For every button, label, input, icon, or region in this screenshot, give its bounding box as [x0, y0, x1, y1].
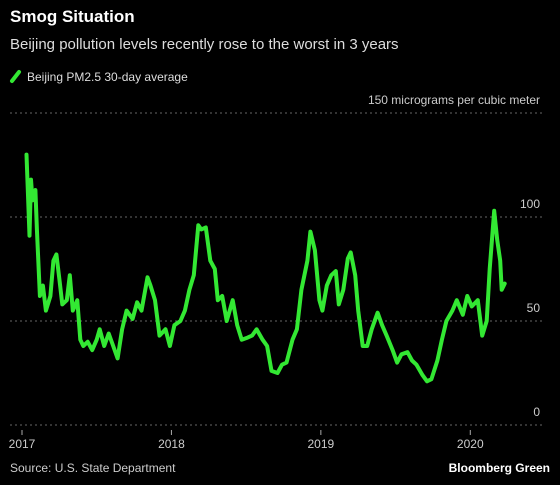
- y-tick-label: 0: [533, 405, 540, 419]
- y-tick-label: 50: [527, 301, 541, 315]
- chart-subtitle: Beijing pollution levels recently rose t…: [10, 36, 399, 53]
- x-tick-label: 2018: [158, 437, 185, 451]
- legend-label: Beijing PM2.5 30-day average: [27, 70, 188, 84]
- data-line: [24, 152, 507, 384]
- legend-swatch: [10, 70, 21, 83]
- y-tick-label: 150 micrograms per cubic meter: [368, 93, 540, 107]
- x-tick-label: 2017: [9, 437, 36, 451]
- x-tick-label: 2019: [308, 437, 335, 451]
- y-tick-label: 100: [520, 197, 540, 211]
- credit: Bloomberg Green: [449, 461, 550, 475]
- chart-title: Smog Situation: [10, 7, 135, 26]
- x-tick-label: 2020: [457, 437, 484, 451]
- source: Source: U.S. State Department: [10, 461, 176, 475]
